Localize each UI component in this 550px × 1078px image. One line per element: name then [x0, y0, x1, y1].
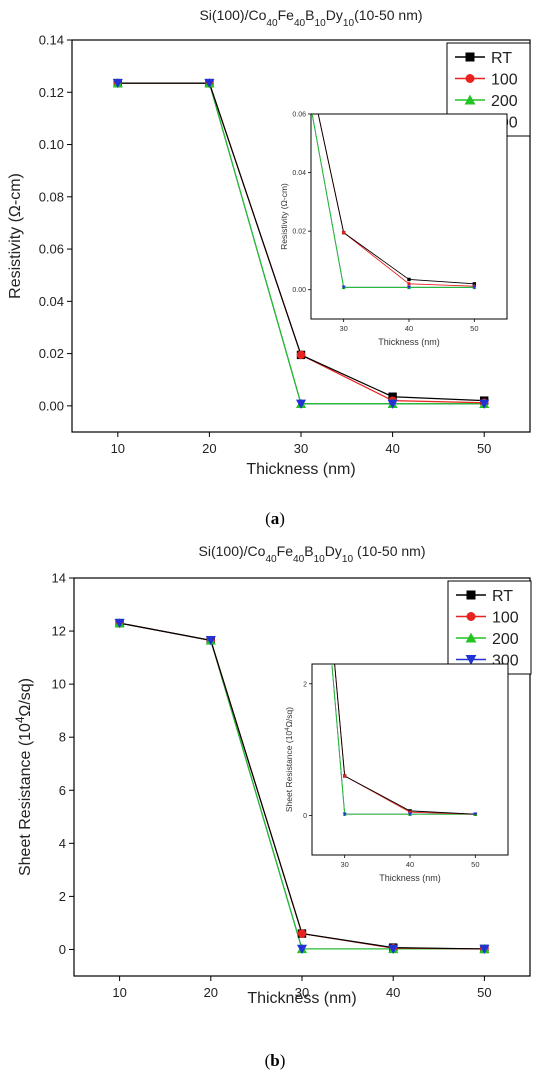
panel-b-y-tick-label: 8	[59, 730, 66, 745]
panel-b-x-tick-label: 50	[477, 985, 491, 1000]
panel-b-point-300	[479, 944, 490, 954]
panel-b-legend-label-100: 100	[492, 610, 519, 627]
panel-b-inset-x-tick-label: 50	[471, 860, 479, 869]
panel-b-y-tick-label: 10	[52, 677, 66, 692]
panel-a-caption: (a)	[265, 509, 285, 528]
panel-b-inset-y-tick-label: 0	[303, 813, 307, 820]
panel-b-inset-x-tick-label: 40	[406, 860, 414, 869]
panel-a-point-300	[479, 399, 490, 409]
panel-a-inset-x-axis-label: Thickness (nm)	[378, 337, 440, 347]
panel-a-inset-y-axis-label: Resistivity (Ω-cm)	[279, 183, 289, 250]
panel-b-point-300	[114, 618, 125, 629]
panel-a-point-300	[295, 399, 307, 409]
panel-a-inset-point-300	[406, 285, 412, 290]
panel-b-caption: (b)	[265, 1051, 286, 1070]
panel-b-inset-point-300	[342, 812, 347, 817]
panel-a-inset: 30 40 50 0.00 0.02 0.04 0.06 Thickness (nm) Resi…	[279, 112, 508, 347]
panel-b-y-tick-label: 14	[52, 571, 66, 586]
panel-b-legend-label-200: 200	[492, 631, 519, 648]
panel-a-inset-point-RT	[472, 282, 477, 286]
panel-a-legend-label-200: 200	[491, 93, 518, 110]
panel-b-inset-frame	[311, 663, 509, 856]
panel-a-legend-marker-200	[464, 94, 476, 105]
panel-a-x-tick-label: 10	[111, 441, 125, 456]
panel-b-point-300	[388, 944, 399, 954]
panel-b: Si(100)/Co40Fe40B10Dy10 (10-50 nm)10 20 30…	[15, 543, 532, 1007]
panel-b-inset-y-axis-label: Sheet Resistance (104Ω/sq)	[284, 707, 295, 812]
panel-a-x-axis-label: Thickness (nm)	[246, 461, 355, 478]
panel-a-legend-label-RT: RT	[491, 50, 512, 67]
panel-b-legend-marker-RT	[466, 590, 476, 600]
panel-a-inset-y-tick-label: 0.06	[292, 112, 306, 119]
panel-b-inset-x-tick-label: 30	[340, 860, 348, 869]
panel-a-inset-y-tick-label: 0.04	[292, 170, 306, 177]
panel-a-y-axis-label: Resistivity (Ω-cm)	[7, 173, 24, 299]
panel-b-x-tick-label: 40	[386, 985, 400, 1000]
panel-b-x-axis-label: Thickness (nm)	[247, 990, 356, 1007]
panel-a: Si(100)/Co40Fe40B10Dy10(10-50 nm) 10 20 30 4…	[7, 7, 531, 478]
panel-a-y-tick-label: 0.06	[39, 242, 64, 257]
panel-b-y-tick-label: 0	[59, 942, 66, 957]
panel-b-title: Si(100)/Co40Fe40B10Dy10 (10-50 nm)	[199, 543, 426, 565]
panel-a-point-300	[112, 78, 123, 89]
panel-a-inset-point-100	[341, 230, 346, 235]
panel-a-y-tick-label: 0.02	[39, 346, 64, 361]
panel-a-inset-y-tick-label: 0.00	[292, 287, 306, 294]
panel-b-point-300	[296, 944, 308, 954]
panel-a-inset-point-RT	[407, 277, 411, 282]
panel-b-inset: 30 40 50 0 2 Thickness (nm) Sheet Resistance (…	[284, 663, 509, 883]
panel-a-inset-x-tick-label: 30	[339, 324, 347, 333]
panel-a-inset-x-tick-label: 40	[405, 324, 413, 333]
panel-a-legend-marker-RT	[465, 52, 475, 62]
panel-b-legend-label-RT: RT	[492, 588, 513, 605]
panel-a-point-100	[296, 350, 306, 360]
panel-b-inset-point-100	[342, 774, 347, 778]
panel-a-title: Si(100)/Co40Fe40B10Dy10(10-50 nm)	[199, 7, 422, 29]
panel-a-x-tick-label: 40	[385, 441, 399, 456]
panel-a-y-tick-label: 0.14	[39, 33, 64, 48]
panel-a-inset-x-tick-label: 50	[470, 324, 478, 333]
panel-b-x-tick-label: 10	[112, 985, 126, 1000]
panel-b-legend-marker-100	[466, 612, 476, 621]
panel-b-y-tick-label: 4	[59, 836, 66, 851]
panel-b-legend-marker-300	[465, 655, 477, 665]
panel-b-legend-box	[447, 580, 532, 675]
panel-a-inset-y-tick-label: 0.02	[292, 229, 306, 236]
panel-b-y-tick-label: 2	[59, 889, 66, 904]
panel-a-x-tick-label: 30	[294, 441, 308, 456]
panel-b-x-tick-label: 30	[295, 985, 309, 1000]
panel-a-y-tick-label: 0.04	[39, 294, 64, 309]
panel-b-point-300	[205, 636, 216, 646]
panel-a-legend-label-100: 100	[491, 72, 518, 89]
panel-b-point-100	[297, 929, 307, 938]
panel-b-inset-x-axis-label: Thickness (nm)	[379, 873, 441, 883]
panel-b-x-tick-label: 20	[204, 985, 218, 1000]
panel-a-legend-marker-100	[465, 74, 475, 83]
panel-a-inset-point-300	[341, 285, 346, 290]
panel-a-inset-point-300	[472, 285, 477, 290]
panel-a-inset-point-100	[407, 282, 411, 286]
panel-b-legend-marker-200	[465, 632, 477, 643]
panel-b-y-tick-label: 6	[59, 783, 66, 798]
panel-a-y-tick-label: 0.00	[39, 398, 64, 413]
panel-a-inset-plot-area	[311, 114, 477, 290]
panel-b-inset-point-300	[473, 812, 478, 817]
panel-b-inset-y-tick-label: 2	[303, 681, 307, 688]
panel-a-y-tick-label: 0.10	[39, 137, 64, 152]
panel-a-x-tick-label: 20	[202, 441, 216, 456]
panel-b-y-axis-label: Sheet Resistance (104Ω/sq)	[15, 678, 34, 876]
panel-a-y-tick-label: 0.12	[39, 85, 64, 100]
panel-a-y-tick-label: 0.08	[39, 189, 64, 204]
panel-a-point-300	[387, 399, 398, 409]
panel-a-x-tick-label: 50	[477, 441, 491, 456]
panel-a-point-300	[204, 78, 215, 89]
panel-b-inset-plot-area	[331, 664, 478, 817]
panel-b-y-tick-label: 12	[52, 624, 66, 639]
panel-b-inset-point-300	[407, 812, 413, 817]
